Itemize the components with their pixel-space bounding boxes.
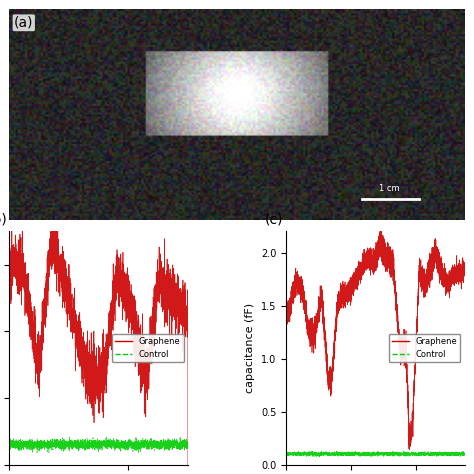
Text: 1 cm: 1 cm: [379, 184, 400, 193]
Legend: Graphene, Control: Graphene, Control: [389, 334, 460, 363]
Text: (c): (c): [264, 213, 283, 227]
Y-axis label: capacitance (fF): capacitance (fF): [246, 303, 255, 393]
Text: (a): (a): [14, 16, 34, 30]
Text: (b): (b): [0, 213, 8, 227]
Legend: Graphene, Control: Graphene, Control: [112, 334, 184, 363]
